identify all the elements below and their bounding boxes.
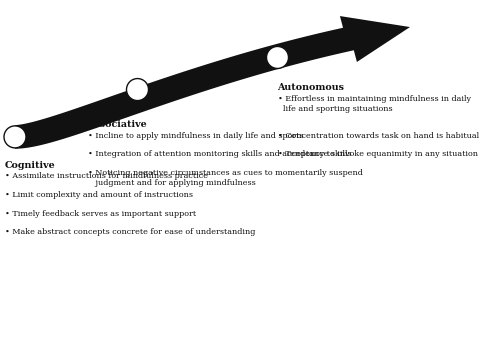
- Text: • Concentration towards task on hand is habitual: • Concentration towards task on hand is …: [278, 132, 478, 140]
- Text: • Make abstract concepts concrete for ease of understanding: • Make abstract concepts concrete for ea…: [5, 228, 256, 236]
- Ellipse shape: [126, 78, 148, 101]
- Ellipse shape: [4, 126, 26, 148]
- Text: • Assimilate instructions for mindfulness practice: • Assimilate instructions for mindfulnes…: [5, 172, 208, 180]
- Text: • Limit complexity and amount of instructions: • Limit complexity and amount of instruc…: [5, 191, 193, 199]
- Text: • Effortless in maintaining mindfulness in daily
  life and sporting situations: • Effortless in maintaining mindfulness …: [278, 95, 470, 113]
- Text: • Noticing negative circumstances as cues to momentarily suspend
   judgment and: • Noticing negative circumstances as cue…: [88, 169, 362, 187]
- Text: • Tendency to invoke equanimity in any situation: • Tendency to invoke equanimity in any s…: [278, 150, 477, 159]
- Polygon shape: [15, 16, 410, 149]
- Text: • Incline to apply mindfulness in daily life and sports: • Incline to apply mindfulness in daily …: [88, 132, 303, 140]
- Text: • Timely feedback serves as important support: • Timely feedback serves as important su…: [5, 210, 196, 218]
- Ellipse shape: [266, 46, 288, 69]
- Text: • Integration of attention monitoring skills and acceptance skills: • Integration of attention monitoring sk…: [88, 150, 351, 159]
- Text: Cognitive: Cognitive: [5, 161, 56, 170]
- Text: Associative: Associative: [88, 120, 147, 129]
- Text: Autonomous: Autonomous: [278, 83, 344, 92]
